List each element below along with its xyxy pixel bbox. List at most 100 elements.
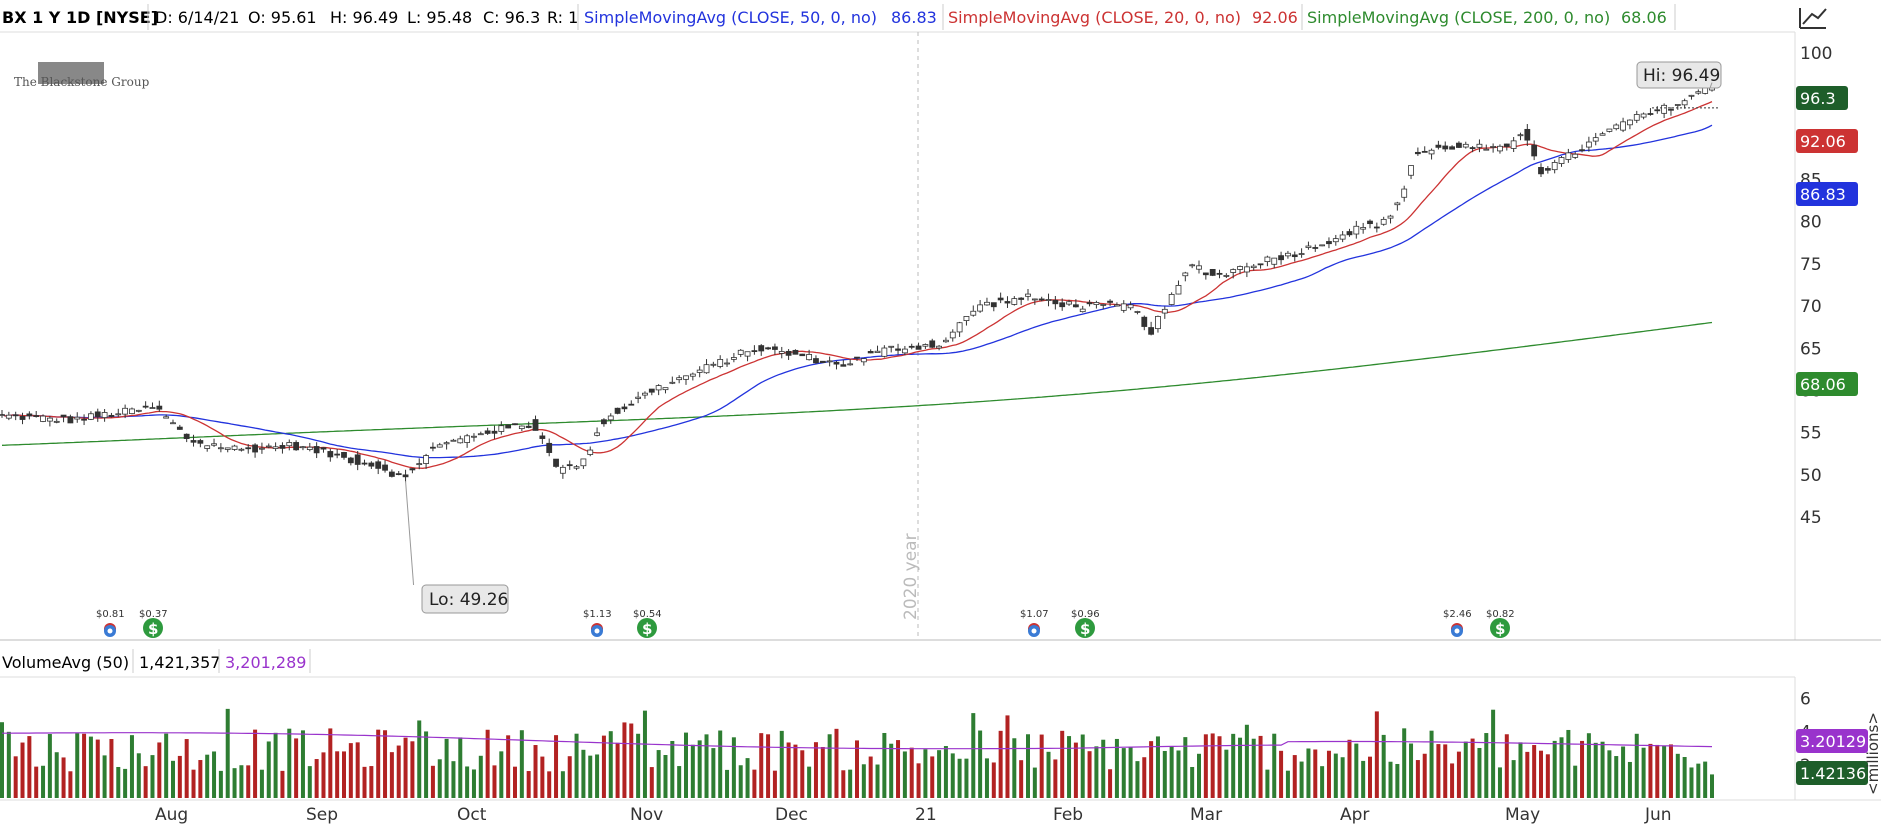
volume-bar — [253, 729, 258, 798]
candle-body — [88, 413, 94, 420]
candle-body — [477, 433, 484, 436]
volume-bar — [143, 766, 148, 798]
candle-body — [758, 345, 765, 352]
volume-value: 1,421,357 — [139, 653, 220, 672]
candle-body — [1476, 143, 1483, 148]
volume-bar — [82, 733, 87, 798]
candle-body — [888, 345, 895, 348]
candle-body — [1045, 299, 1052, 301]
volume-bar — [1477, 747, 1482, 798]
volume-bar — [294, 738, 299, 798]
volume-bar — [444, 738, 449, 798]
candle-body — [306, 446, 313, 450]
x-tick-label: 21 — [915, 805, 937, 825]
x-tick-label: Dec — [775, 805, 808, 825]
volume-bar — [1682, 757, 1687, 798]
volume-bar — [218, 770, 223, 798]
candle-body — [1120, 303, 1127, 311]
volume-bar — [1388, 761, 1393, 798]
volume-bar — [1470, 738, 1475, 798]
candle-body — [53, 420, 60, 423]
volume-avg-value: 3,201,289 — [225, 653, 306, 672]
volume-bar — [834, 728, 839, 798]
candle-body — [450, 439, 457, 442]
candle-body — [149, 407, 156, 409]
sma50-value: 86.83 — [891, 8, 937, 27]
volume-bar — [1586, 733, 1591, 798]
volume-bar — [526, 771, 531, 798]
candle-body — [607, 415, 614, 421]
volume-bar — [772, 770, 777, 798]
sma50-label[interactable]: SimpleMovingAvg (CLOSE, 50, 0, no) — [584, 8, 877, 27]
candle-body — [300, 446, 306, 449]
lo-label: Lo: 49.26 — [429, 590, 508, 610]
volume-bar — [150, 755, 155, 798]
earnings-icon-glyph: $ — [1080, 620, 1090, 638]
candle-body — [744, 351, 751, 357]
candle-body — [368, 462, 375, 467]
volume-bar — [417, 720, 422, 798]
volume-bar — [855, 740, 859, 798]
candle-body — [436, 444, 443, 448]
volume-bar — [403, 737, 408, 798]
candle-body — [176, 426, 183, 430]
candle-body — [156, 405, 163, 410]
volume-bar — [1422, 753, 1427, 798]
earnings-icon-glyph: $ — [1495, 620, 1505, 638]
volume-bar — [1511, 760, 1516, 798]
candle-body — [5, 414, 12, 419]
candle-body — [628, 403, 635, 406]
candle-body — [1401, 188, 1408, 198]
volume-bar — [321, 752, 326, 798]
candle-body — [183, 433, 190, 439]
volume-bar — [102, 755, 107, 798]
earnings-icon-glyph: $ — [148, 620, 158, 638]
chart-style-icon[interactable] — [1799, 8, 1827, 29]
volume-bar — [328, 728, 333, 798]
dividend-amount: $1.13 — [583, 609, 612, 620]
candle-body — [1551, 162, 1558, 171]
volume-bar — [1005, 715, 1010, 798]
sma20-label[interactable]: SimpleMovingAvg (CLOSE, 20, 0, no) — [948, 8, 1241, 27]
candle-body — [1373, 226, 1380, 229]
candle-body — [388, 471, 395, 477]
candle-body — [546, 442, 553, 453]
volume-bar — [136, 753, 141, 798]
volume-bar — [595, 754, 600, 798]
volume-bar — [492, 765, 497, 798]
candle-body — [1414, 151, 1421, 155]
candle-body — [1031, 298, 1038, 301]
candle-body — [1517, 134, 1524, 137]
candle-body — [1332, 238, 1339, 243]
candle-body — [689, 373, 696, 377]
sma20-line — [1, 101, 1713, 469]
volume-bar — [725, 769, 730, 798]
volume-bar — [1272, 733, 1277, 798]
candle-body — [1011, 298, 1018, 305]
sma200-label[interactable]: SimpleMovingAvg (CLOSE, 200, 0, no) — [1307, 8, 1610, 27]
volume-bar — [27, 736, 32, 798]
volume-bar — [0, 722, 4, 798]
symbol-label[interactable]: BX 1 Y 1D [NYSE] — [2, 8, 158, 27]
candle-body — [1107, 300, 1113, 303]
candle-body — [1490, 146, 1497, 148]
candle-body — [265, 445, 272, 448]
candle-body — [1257, 263, 1264, 266]
candle-body — [854, 356, 860, 359]
volume-bar — [1627, 761, 1632, 798]
volume-bar — [608, 731, 613, 798]
price-tick-label: 75 — [1800, 255, 1822, 275]
volume-bar — [684, 732, 688, 798]
volume-bar — [1149, 741, 1154, 798]
volume-bar — [1012, 738, 1017, 798]
volume-bar — [1415, 760, 1420, 798]
volume-bar — [841, 770, 846, 798]
split-icon-inner — [1031, 628, 1037, 634]
candle-body — [1127, 304, 1134, 309]
candle-body — [573, 466, 580, 469]
candle-body — [1086, 302, 1093, 305]
candle-body — [1394, 202, 1401, 206]
volume-label[interactable]: VolumeAvg (50) — [2, 653, 129, 672]
candle-body — [190, 440, 197, 443]
